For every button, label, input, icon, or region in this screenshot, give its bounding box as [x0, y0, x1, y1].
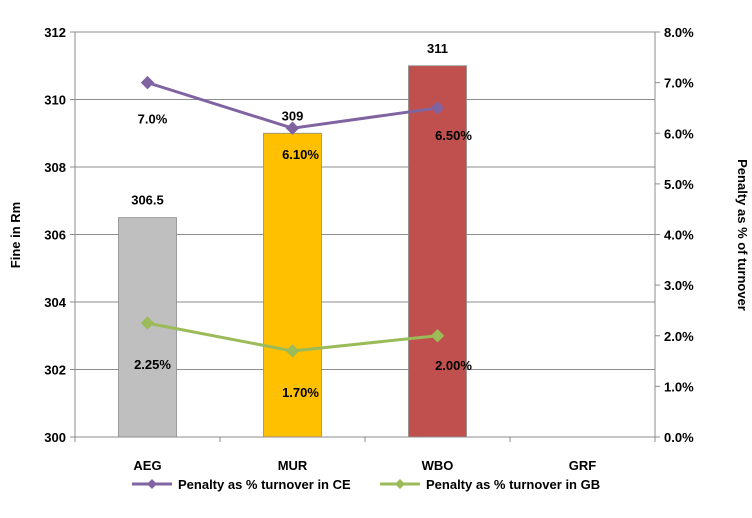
y-right-tick-label: 1.0%	[664, 379, 694, 394]
x-tick-label: GRF	[569, 458, 597, 473]
data-labels: 306.5 309 311 7.0% 6.10% 6.50% 2.25% 1.70% 2.00%	[131, 41, 472, 400]
y-tick-label: 310	[44, 93, 66, 108]
line-value-label: 2.00%	[435, 358, 472, 373]
series-marker	[430, 329, 445, 343]
legend-marker	[395, 479, 405, 489]
y-right-tick-label: 4.0%	[664, 228, 694, 243]
legend-marker	[147, 479, 157, 489]
y-axis-right-title: Penalty as % of turnover	[735, 159, 750, 311]
series-marker	[285, 344, 300, 358]
x-tick-label: MUR	[278, 458, 308, 473]
line-value-label: 2.25%	[134, 357, 171, 372]
y-right-tick-label: 8.0%	[664, 25, 694, 40]
x-tick-label: AEG	[133, 458, 161, 473]
line-value-label: 1.70%	[282, 385, 319, 400]
y-right-tick-label: 2.0%	[664, 329, 694, 344]
y-tick-label: 308	[44, 160, 66, 175]
axes	[70, 31, 660, 442]
y-right-tick-label: 7.0%	[664, 76, 694, 91]
series-marker	[140, 75, 155, 90]
legend-label: Penalty as % turnover in CE	[178, 477, 351, 492]
y-tick-label: 300	[44, 430, 66, 445]
series-marker	[430, 101, 445, 115]
y-right-tick-label: 3.0%	[664, 278, 694, 293]
y-right-tick-label: 5.0%	[664, 177, 694, 192]
y-tick-label: 304	[44, 295, 66, 310]
y-right-tick-label: 6.0%	[664, 126, 694, 141]
bar-value-label: 306.5	[131, 193, 164, 208]
y-tick-label: 312	[44, 25, 66, 40]
legend-label: Penalty as % turnover in GB	[426, 477, 600, 492]
bar-value-label: 311	[427, 41, 448, 56]
tick-labels: 300 302 304 306 308 310 312 0.0% 1.0% 2.0% 3.0% 4.0…	[44, 25, 694, 473]
bar	[408, 65, 467, 438]
x-tick-label: WBO	[422, 458, 454, 473]
line-value-label: 6.50%	[435, 128, 472, 143]
y-tick-label: 302	[44, 363, 66, 378]
bar-value-label: 309	[282, 108, 304, 123]
bar	[263, 132, 322, 438]
legend: Penalty as % turnover in CE Penalty as % …	[132, 477, 600, 492]
series-marker	[140, 316, 155, 330]
y-axis-title: Fine in Rm	[8, 202, 23, 268]
line-value-label: 7.0%	[138, 112, 168, 127]
y-tick-label: 306	[44, 228, 66, 243]
y-right-tick-label: 0.0%	[664, 430, 694, 445]
line-value-label: 6.10%	[282, 147, 319, 162]
line-series	[140, 75, 445, 358]
series-marker	[285, 121, 300, 135]
